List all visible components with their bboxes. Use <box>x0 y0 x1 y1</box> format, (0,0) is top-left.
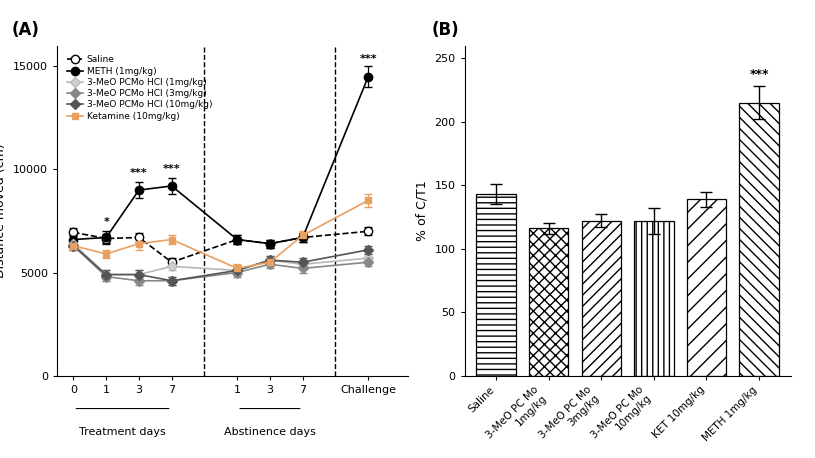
Text: Treatment days: Treatment days <box>79 427 166 437</box>
Text: ***: *** <box>163 164 180 174</box>
Text: Abstinence days: Abstinence days <box>224 427 316 437</box>
Bar <box>687 199 726 376</box>
Text: ***: *** <box>749 68 769 82</box>
Text: (B): (B) <box>432 21 460 39</box>
Text: *: * <box>104 217 109 227</box>
Y-axis label: Distance moved (cm): Distance moved (cm) <box>0 143 7 278</box>
Text: (A): (A) <box>11 21 39 39</box>
Y-axis label: % of C/T1: % of C/T1 <box>416 180 429 241</box>
Bar <box>739 103 778 376</box>
Text: ***: *** <box>359 55 377 65</box>
Bar <box>582 221 621 376</box>
Bar <box>529 229 568 376</box>
Bar <box>634 221 673 376</box>
Text: ***: *** <box>130 168 148 178</box>
Bar <box>477 194 516 376</box>
Legend: Saline, METH (1mg/kg), 3-MeO PCMo HCl (1mg/kg), 3-MeO PCMo HCl (3mg/kg), 3-MeO P: Saline, METH (1mg/kg), 3-MeO PCMo HCl (1… <box>65 54 214 122</box>
